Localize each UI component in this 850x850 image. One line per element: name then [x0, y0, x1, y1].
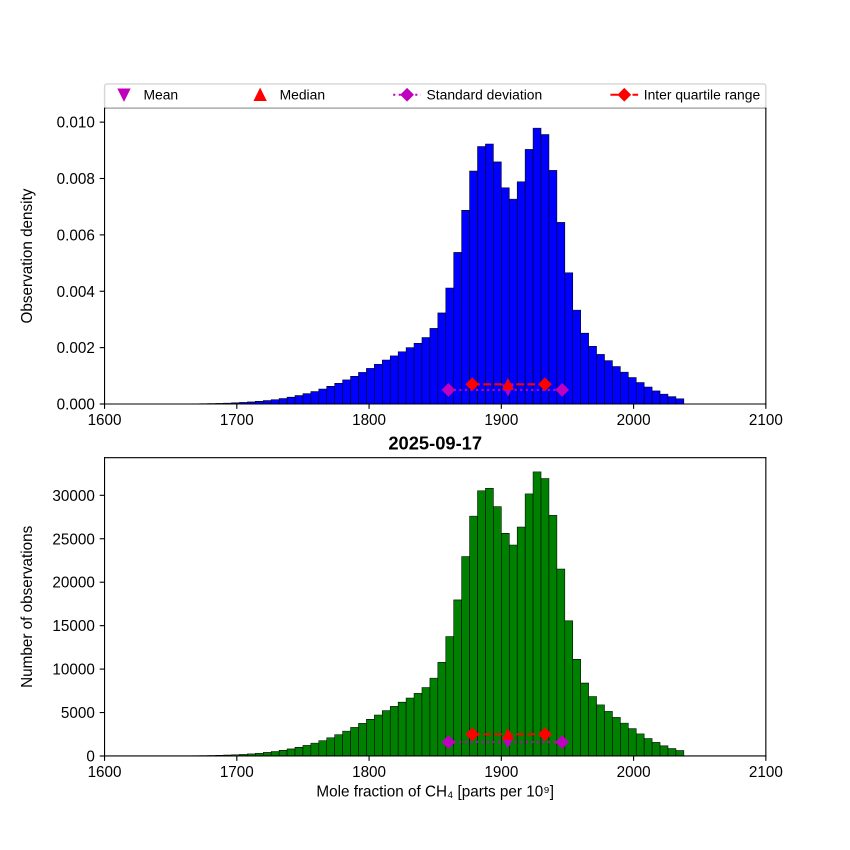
svg-text:0.002: 0.002 — [57, 340, 95, 357]
svg-text:25000: 25000 — [52, 531, 94, 548]
svg-text:1700: 1700 — [220, 412, 254, 429]
svg-text:2025-09-17: 2025-09-17 — [388, 432, 482, 453]
svg-text:0.000: 0.000 — [57, 397, 95, 414]
svg-text:15000: 15000 — [52, 618, 94, 635]
svg-text:Observation density: Observation density — [19, 188, 36, 323]
svg-text:0: 0 — [86, 749, 95, 766]
svg-text:0.004: 0.004 — [57, 284, 96, 301]
svg-text:1600: 1600 — [88, 412, 122, 429]
svg-text:2000: 2000 — [617, 764, 651, 781]
svg-text:0.010: 0.010 — [57, 115, 95, 132]
svg-text:Mean: Mean — [143, 87, 178, 103]
svg-text:5000: 5000 — [61, 705, 95, 722]
svg-text:Number of observations: Number of observations — [19, 525, 36, 687]
svg-text:Median: Median — [280, 87, 326, 103]
svg-text:0.006: 0.006 — [57, 227, 95, 244]
svg-text:0.008: 0.008 — [57, 171, 95, 188]
svg-text:2000: 2000 — [617, 412, 651, 429]
svg-text:2100: 2100 — [749, 764, 783, 781]
svg-text:Inter quartile range: Inter quartile range — [644, 87, 761, 103]
svg-text:1800: 1800 — [352, 764, 386, 781]
svg-text:1800: 1800 — [352, 412, 386, 429]
svg-text:Mole fraction of CH₄ [parts pe: Mole fraction of CH₄ [parts per 10⁹] — [316, 784, 554, 801]
svg-text:Standard deviation: Standard deviation — [427, 87, 543, 103]
svg-text:30000: 30000 — [52, 488, 94, 505]
svg-text:1600: 1600 — [88, 764, 122, 781]
svg-text:1900: 1900 — [484, 764, 518, 781]
svg-text:1700: 1700 — [220, 764, 254, 781]
svg-text:1900: 1900 — [484, 412, 518, 429]
svg-text:2100: 2100 — [749, 412, 783, 429]
svg-text:10000: 10000 — [52, 662, 94, 679]
svg-text:20000: 20000 — [52, 575, 94, 592]
